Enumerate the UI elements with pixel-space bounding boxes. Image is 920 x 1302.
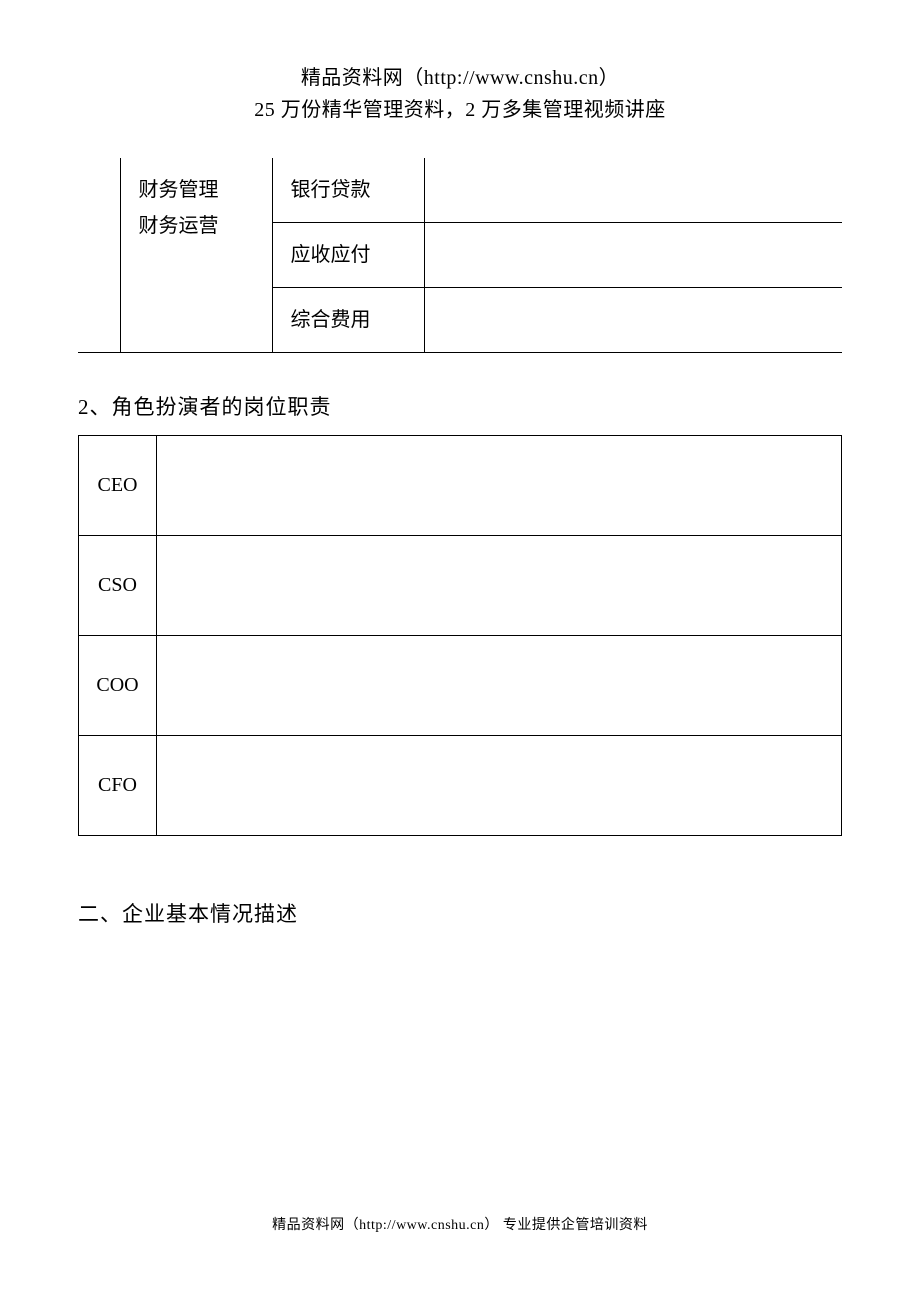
role-coo: COO xyxy=(79,636,157,736)
table1-category-cell: 财务管理 财务运营 xyxy=(120,158,272,353)
role-cso-desc xyxy=(157,536,842,636)
role-ceo-desc xyxy=(157,436,842,536)
roles-table: CEO CSO COO CFO xyxy=(78,435,842,836)
table-row: COO xyxy=(79,636,842,736)
table-row: CSO xyxy=(79,536,842,636)
role-cfo-desc xyxy=(157,736,842,836)
table1-cat-line2: 财务运营 xyxy=(139,208,254,244)
table1-r2c3 xyxy=(424,223,842,288)
role-cso: CSO xyxy=(79,536,157,636)
page-footer: 精品资料网（http://www.cnshu.cn） 专业提供企管培训资料 xyxy=(0,1214,920,1234)
table1-r1c2: 银行贷款 xyxy=(272,158,424,223)
table1-r3c3 xyxy=(424,288,842,353)
role-cfo: CFO xyxy=(79,736,157,836)
table-row: CFO xyxy=(79,736,842,836)
header-line-2: 25 万份精华管理资料，2 万多集管理视频讲座 xyxy=(0,94,920,126)
table-row: CEO xyxy=(79,436,842,536)
section2-title: 2、角色扮演者的岗位职责 xyxy=(78,391,842,421)
table1-r3c2: 综合费用 xyxy=(272,288,424,353)
table1-r1c3 xyxy=(424,158,842,223)
finance-table: 财务管理 财务运营 银行贷款 应收应付 综合费用 xyxy=(78,158,842,353)
table1-cat-line1: 财务管理 xyxy=(139,172,254,208)
section3-title: 二、企业基本情况描述 xyxy=(78,898,842,928)
table1-r2c2: 应收应付 xyxy=(272,223,424,288)
page-content: 财务管理 财务运营 银行贷款 应收应付 综合费用 2、角色扮演者的岗位职责 CE… xyxy=(0,158,920,928)
header-line-1: 精品资料网（http://www.cnshu.cn） xyxy=(0,62,920,94)
role-ceo: CEO xyxy=(79,436,157,536)
role-coo-desc xyxy=(157,636,842,736)
page-header: 精品资料网（http://www.cnshu.cn） 25 万份精华管理资料，2… xyxy=(0,0,920,126)
table1-col0 xyxy=(78,158,120,353)
